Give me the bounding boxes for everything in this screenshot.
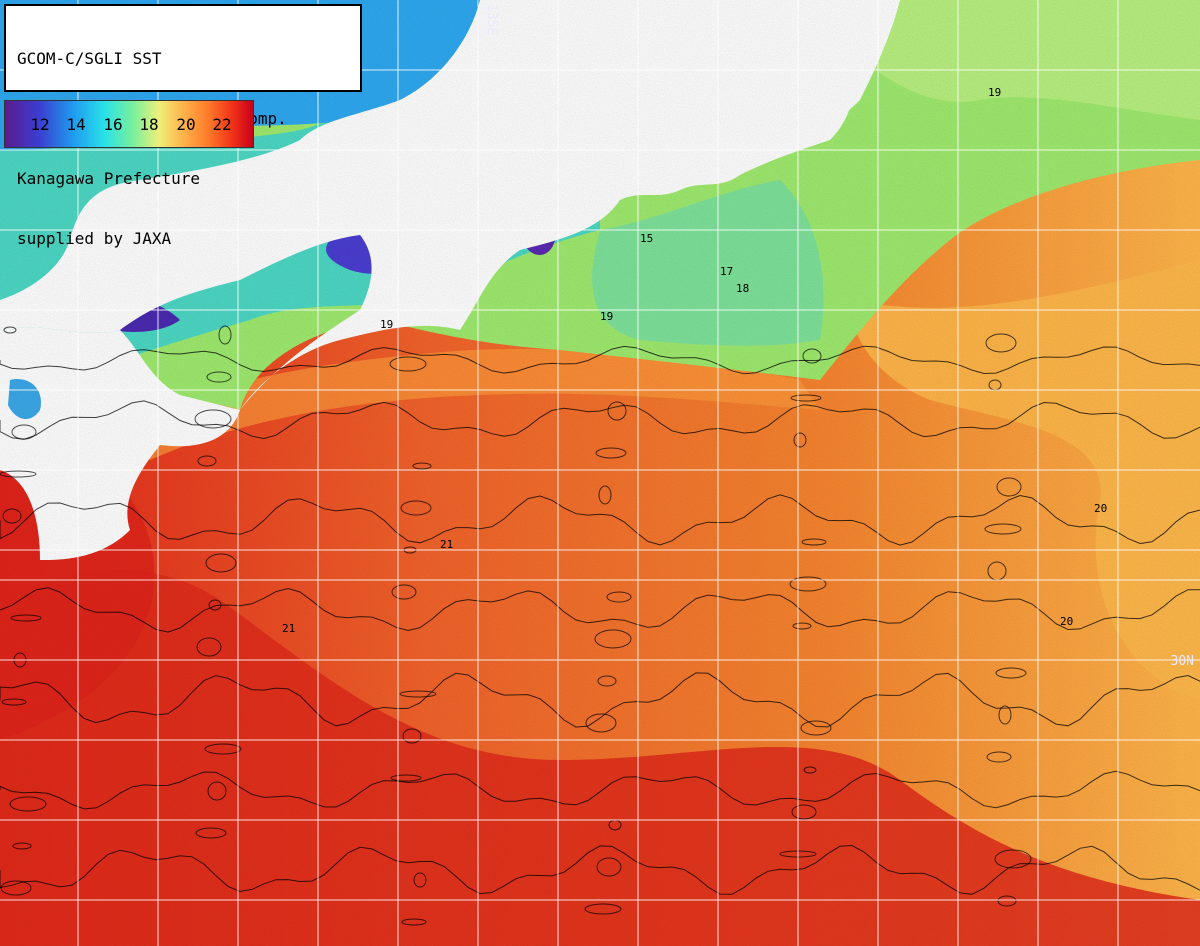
isotherm-eddy — [2, 508, 22, 524]
isotherm-eddy — [793, 432, 807, 448]
isotherm-eddy — [205, 553, 237, 573]
isotherm-eddy — [197, 455, 217, 467]
isotherm-line — [0, 672, 1200, 728]
isotherm-eddy — [206, 371, 232, 383]
isotherm-eddy — [1, 698, 27, 706]
isotherm-eddy — [10, 614, 42, 622]
legend-tick-12: 12 — [30, 115, 50, 134]
contour-value-label: 20 — [1060, 615, 1073, 628]
isotherm-eddy — [986, 751, 1012, 763]
legend-tick-18: 18 — [139, 115, 159, 134]
legend-tick-22: 22 — [212, 115, 232, 134]
isotherm-eddy — [994, 849, 1032, 869]
contour-value-label: 20 — [1094, 502, 1107, 515]
isotherm-eddy — [194, 409, 232, 429]
isotherm-line — [0, 345, 1200, 375]
isotherm-eddy — [800, 720, 832, 736]
isotherm-eddy — [997, 895, 1017, 907]
legend-tick-14: 14 — [66, 115, 86, 134]
isotherm-eddy — [597, 675, 617, 687]
isotherm-line — [0, 587, 1200, 633]
isotherm-line — [0, 400, 1200, 440]
isotherm-eddy — [204, 743, 242, 755]
isotherm-eddy — [11, 424, 37, 440]
lon-label-top: 135E — [484, 4, 499, 36]
isotherm-eddy — [9, 796, 47, 812]
contour-value-label: 21 — [282, 622, 295, 635]
isotherm-eddy — [595, 447, 627, 459]
isotherm-eddy — [399, 690, 437, 698]
isotherm-eddy — [0, 880, 32, 896]
contour-value-label: 18 — [736, 282, 749, 295]
isotherm-eddy — [402, 728, 422, 744]
isotherm-eddy — [390, 774, 422, 782]
title-line-region: Kanagawa Prefecture — [17, 169, 201, 188]
isotherm-eddy — [401, 918, 427, 926]
isotherm-eddy — [802, 348, 822, 364]
isotherm-eddy — [803, 766, 817, 774]
isotherm-eddy — [790, 394, 822, 402]
isotherm-eddy — [606, 591, 632, 603]
title-line-product: GCOM-C/SGLI SST — [17, 49, 162, 68]
isotherm-eddy — [985, 333, 1017, 353]
contour-value-label: 19 — [988, 86, 1001, 99]
title-box: GCOM-C/SGLI SST ~2026/01/24 (UTC) Week C… — [4, 4, 362, 248]
contour-value-label: 19 — [380, 318, 393, 331]
isotherm-eddy — [218, 325, 232, 345]
isotherm-eddy — [594, 629, 632, 649]
isotherm-eddy — [789, 576, 827, 592]
legend-tick-16: 16 — [103, 115, 123, 134]
isotherm-eddy — [400, 500, 432, 516]
isotherm-eddy — [792, 622, 812, 630]
isotherm-eddy — [208, 599, 222, 611]
isotherm-eddy — [596, 857, 622, 877]
isotherm-eddy — [995, 667, 1027, 679]
isotherm-eddy — [607, 401, 627, 421]
isotherm-eddy — [391, 584, 417, 600]
isotherm-eddy — [584, 903, 622, 915]
isotherm-line — [0, 844, 1200, 895]
contour-value-label: 15 — [640, 232, 653, 245]
isotherm-eddy — [195, 827, 227, 839]
legend-tick-20: 20 — [176, 115, 196, 134]
contour-value-label: 19 — [600, 310, 613, 323]
color-scale-legend: 12 14 16 18 20 22 — [4, 100, 254, 148]
isotherm-eddy — [801, 538, 827, 546]
isotherm-eddy — [598, 485, 612, 505]
isotherm-eddy — [996, 477, 1022, 497]
isotherm-eddy — [207, 781, 227, 801]
isotherm-eddy — [389, 356, 427, 372]
contour-value-label: 17 — [720, 265, 733, 278]
isotherm-eddy — [0, 470, 37, 478]
isotherm-eddy — [3, 326, 17, 334]
isotherm-eddy — [585, 713, 617, 733]
isotherm-contours — [0, 325, 1200, 926]
title-line-credit: supplied by JAXA — [17, 229, 172, 248]
lat-label-30n: 30N — [1170, 654, 1194, 669]
isotherm-eddy — [196, 637, 222, 657]
isotherm-eddy — [984, 523, 1022, 535]
isotherm-line — [0, 494, 1200, 546]
contour-value-label: 21 — [440, 538, 453, 551]
isotherm-eddy — [791, 804, 817, 820]
isotherm-eddy — [412, 462, 432, 470]
isotherm-eddy — [413, 872, 427, 888]
isotherm-line — [0, 770, 1200, 810]
isotherm-eddy — [12, 842, 32, 850]
isotherm-eddy — [998, 705, 1012, 725]
